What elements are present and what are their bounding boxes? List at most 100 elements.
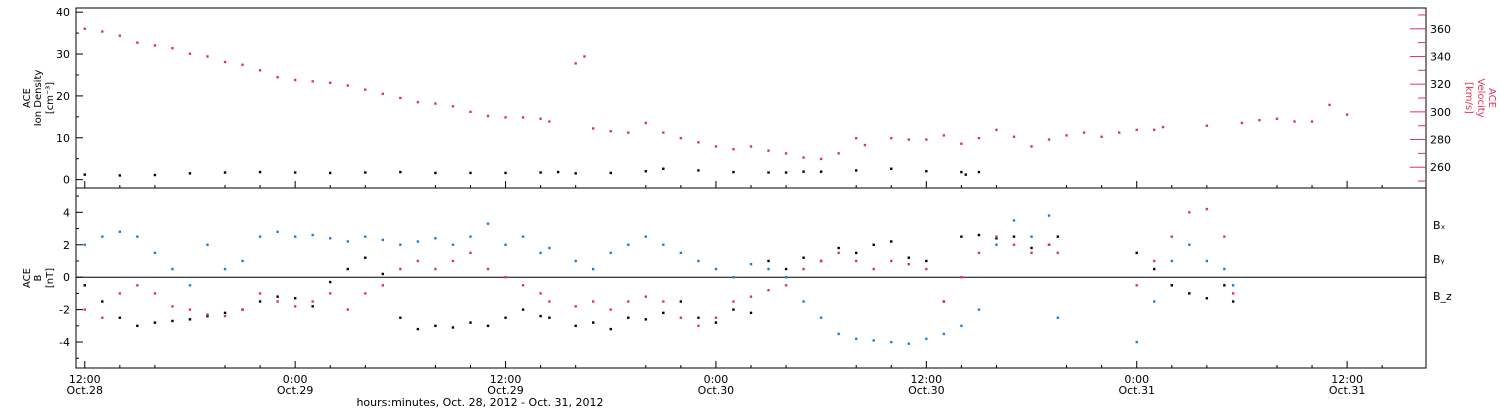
bottom-series-2-point-14 <box>329 292 332 295</box>
bottom-series-2-point-34 <box>679 316 683 319</box>
top-series-1-point-67 <box>1275 117 1279 120</box>
bottom-series-2-point-3 <box>136 284 139 287</box>
top-series-1-point-43 <box>819 157 823 161</box>
top-series-1-point-66 <box>1258 118 1261 122</box>
bottom-series-2-point-4 <box>153 292 157 295</box>
bottom-series-0-point-44 <box>854 251 858 255</box>
top-series-1-point-37 <box>714 145 718 148</box>
top-series-1-point-45 <box>854 136 858 140</box>
top-series-1-point-15 <box>346 84 349 87</box>
bottom-series-2-point-12 <box>293 305 297 308</box>
bottom-series-0-point-31 <box>627 316 630 319</box>
top-series-0-point-17 <box>644 170 648 173</box>
bottom-series-0-point-12 <box>293 297 297 300</box>
x-tick-date-4: Oct.30 <box>908 384 945 397</box>
top-series-1-point-41 <box>784 152 788 155</box>
x-tick-time-6: 12:00 <box>1331 373 1363 386</box>
bottom-series-2-point-60 <box>1188 211 1191 214</box>
top-series-1-point-53 <box>995 128 998 132</box>
bottom-series-1-point-42 <box>819 316 823 319</box>
bottom-series-1-point-29 <box>592 267 595 271</box>
bottom-series-0-point-1 <box>101 300 104 303</box>
top-series-0-point-24 <box>819 170 823 173</box>
top-left-ylabel-line2: Ion Density <box>33 70 44 127</box>
bottom-series-2-point-30 <box>609 308 612 311</box>
top-series-0-point-2 <box>153 173 157 177</box>
top-series-1-point-64 <box>1205 124 1209 127</box>
top-series-0-point-21 <box>767 171 770 174</box>
top-series-0-point-19 <box>697 169 700 172</box>
top-series-1-point-12 <box>293 78 297 82</box>
top-series-1-point-62 <box>1153 128 1156 132</box>
bottom-series-0-point-4 <box>153 321 157 324</box>
top-series-0-point-10 <box>434 171 437 175</box>
top-series-1-point-32 <box>627 131 630 134</box>
bottom-series-2-point-37 <box>732 300 735 303</box>
bottom-series-1-point-9 <box>241 259 244 263</box>
top-series-1-point-59 <box>1100 135 1103 138</box>
bottom-series-1-point-27 <box>548 246 551 250</box>
top-series-1-point-71 <box>1345 113 1349 116</box>
x-tick-date-1: Oct.29 <box>277 384 314 397</box>
bottom-left-ylabel: ACE B [nT] <box>22 268 56 288</box>
top-series-0-point-28 <box>960 170 963 174</box>
top-series-1-point-33 <box>644 121 648 125</box>
top-series-1-point-25 <box>521 116 525 119</box>
top-series-1-point-5 <box>171 46 174 50</box>
bottom-series-1-point-48 <box>925 337 928 341</box>
bottom-series-1-point-46 <box>890 340 893 344</box>
top-series-1-point-35 <box>679 136 683 140</box>
bottom-series-1-point-20 <box>434 237 437 240</box>
top-series-1-point-8 <box>223 60 227 64</box>
bottom-series-2-point-43 <box>837 251 840 255</box>
top-series-1-point-30 <box>592 127 595 130</box>
bottom-series-0-point-25 <box>521 308 525 311</box>
bottom-series-1-point-62 <box>1223 267 1226 271</box>
bottom-series-2-point-8 <box>223 314 227 318</box>
top-series-1-point-52 <box>977 136 981 140</box>
bottom-series-0-point-35 <box>697 316 700 319</box>
top-series-1-point-56 <box>1047 138 1051 141</box>
top-series-1-point-27 <box>548 120 551 123</box>
bottom-series-1-point-32 <box>644 235 648 238</box>
bottom-series-0-point-5 <box>171 319 174 323</box>
top-right-ylabel-line3: [km/s] <box>1463 82 1474 114</box>
top-y-tick-label-2: 20 <box>56 90 70 103</box>
bottom-series-0-point-10 <box>258 300 262 303</box>
top-series-1-point-48 <box>907 138 910 141</box>
bottom-series-2-point-63 <box>1231 292 1235 295</box>
top-right-ylabel-line1: ACE <box>1486 88 1497 108</box>
bottom-series-2-point-32 <box>644 295 648 298</box>
bottom-series-2-point-36 <box>714 316 718 319</box>
top-right-ylabel-line2: Velocity <box>1475 78 1486 117</box>
top-y-tick-label-4: 40 <box>56 6 70 19</box>
top-series-1-point-44 <box>837 152 840 155</box>
x-axis-label: hours:minutes, Oct. 28, 2012 - Oct. 31, … <box>356 396 603 409</box>
bottom-series-2-point-45 <box>872 267 875 271</box>
bottom-series-0-point-14 <box>329 280 332 284</box>
top-right-tick-label-4: 340 <box>1430 50 1451 63</box>
bottom-series-1-point-30 <box>609 251 612 255</box>
bottom-series-0-point-29 <box>592 321 595 324</box>
bottom-series-0-point-38 <box>749 311 753 315</box>
bottom-series-2-point-42 <box>819 259 823 263</box>
bottom-series-0-point-28 <box>574 324 577 328</box>
legend-bx: Bₓ <box>1433 219 1446 232</box>
bottom-series-0-point-52 <box>995 237 998 240</box>
top-series-0-point-15 <box>574 172 577 175</box>
bottom-series-0-point-19 <box>416 327 420 331</box>
top-series-1-point-38 <box>732 148 735 151</box>
x-tick-date-2: Oct.29 <box>487 384 524 397</box>
top-series-1-point-26 <box>539 117 542 120</box>
bottom-series-2-point-53 <box>1012 243 1016 246</box>
bottom-series-1-point-55 <box>1047 214 1051 217</box>
bottom-series-0-point-7 <box>206 314 209 318</box>
bottom-series-2-point-15 <box>346 308 349 311</box>
bottom-series-1-point-37 <box>732 275 735 279</box>
bottom-series-1-point-0 <box>83 243 86 246</box>
top-series-0-point-22 <box>784 171 788 174</box>
bottom-series-2-point-38 <box>749 295 753 298</box>
bottom-series-0-point-13 <box>311 305 314 308</box>
top-series-1-point-70 <box>1328 103 1331 107</box>
bottom-series-0-point-0 <box>83 284 86 287</box>
